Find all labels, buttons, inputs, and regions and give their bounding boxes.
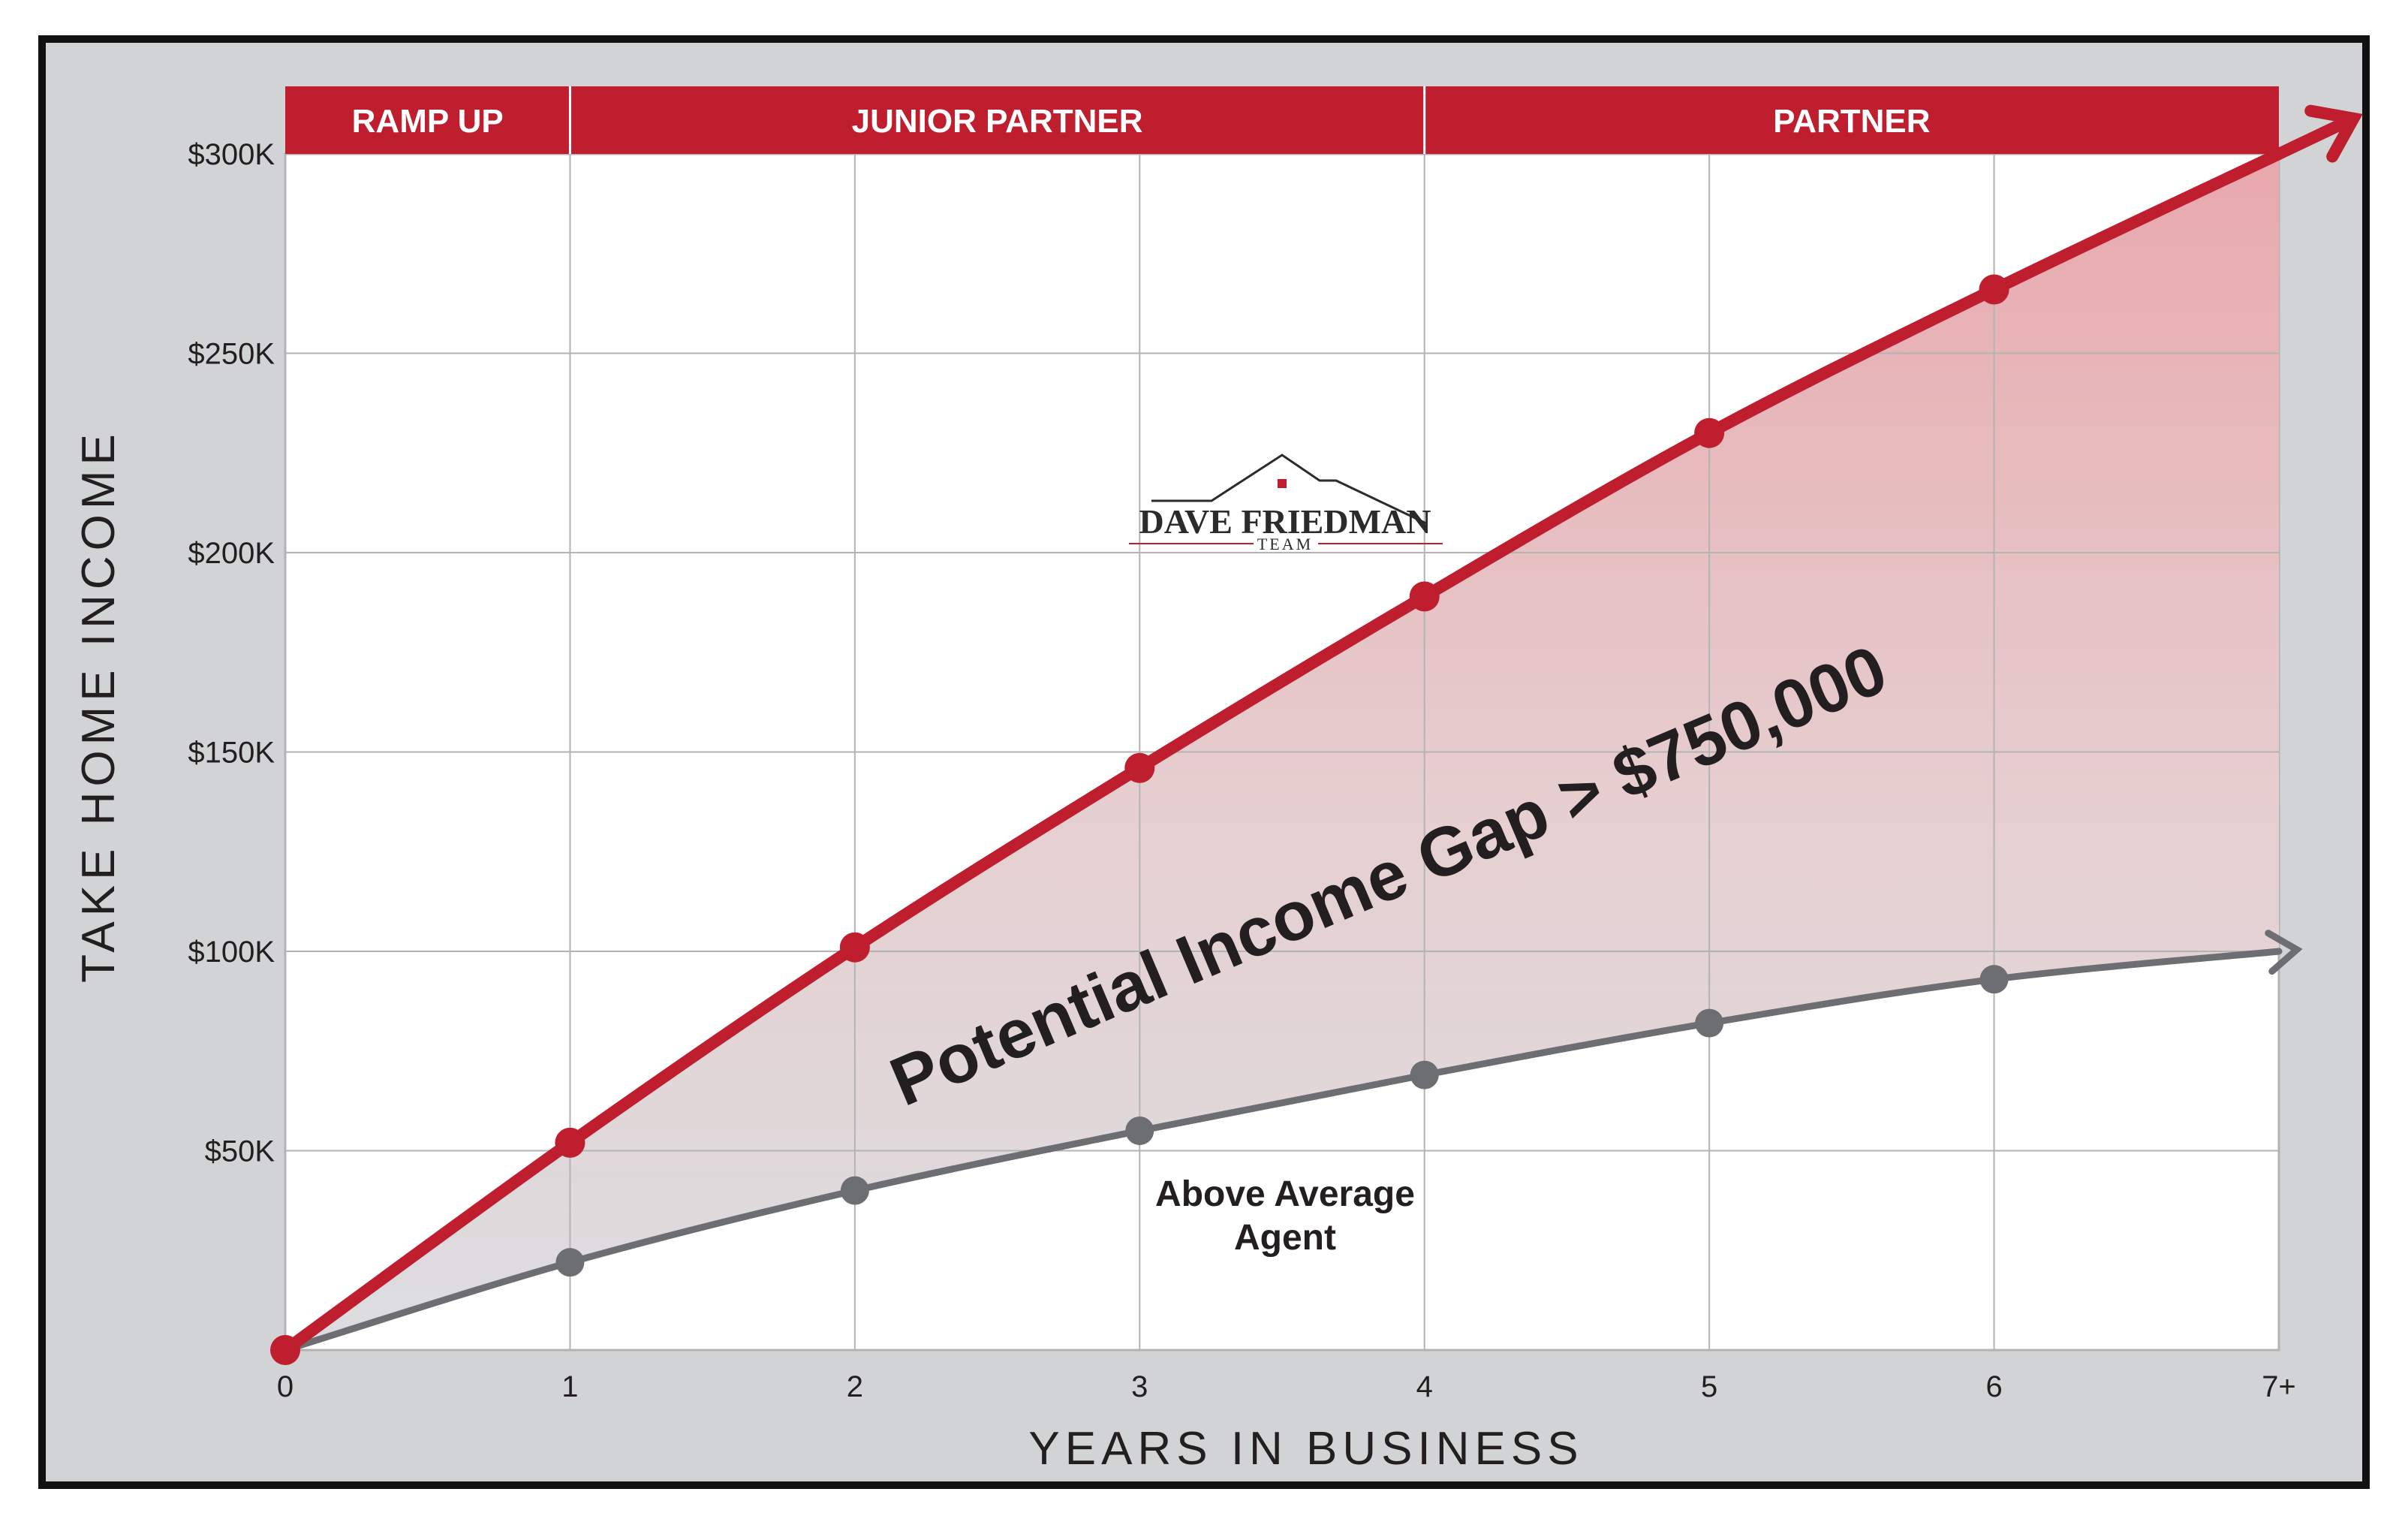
partner-series-arrow-shaft	[2273, 112, 2360, 160]
agent-series-point	[840, 1176, 869, 1205]
agent-label-line2: Agent	[1234, 1218, 1336, 1258]
logo-name: DAVE FRIEDMAN	[1139, 502, 1431, 541]
y-tick-label: $50K	[205, 1135, 275, 1168]
partner-series-point	[839, 932, 870, 963]
phase-label: RAMP UP	[352, 103, 504, 140]
agent-series-arrowhead	[2265, 930, 2303, 975]
phase-header: RAMP UP JUNIOR PARTNER PARTNER	[285, 86, 2279, 154]
x-tick-label: 0	[277, 1370, 293, 1403]
x-tick-label: 6	[1985, 1370, 2002, 1403]
x-tick-label: 4	[1416, 1370, 1433, 1403]
x-tick-label: 1	[561, 1370, 578, 1403]
x-tick-label: 7+	[2262, 1370, 2296, 1403]
y-tick-label: $250K	[188, 338, 275, 371]
y-tick-label: $300K	[188, 138, 275, 171]
partner-series-line	[279, 148, 2285, 1356]
y-axis-title: TAKE HOME INCOME	[73, 429, 125, 983]
agent-series	[271, 930, 2303, 1364]
tick-labels: 0 1 2 3 4 5 6 7+ $50K $100K $150K $200K $250K $300K	[188, 138, 2295, 1403]
phase-band	[570, 86, 1425, 154]
agent-label-line1: Above Average	[1155, 1174, 1415, 1214]
partner-series-point	[1979, 274, 2009, 305]
partner-series-point	[1694, 417, 1725, 448]
phase-label: JUNIOR PARTNER	[852, 103, 1143, 140]
x-tick-label: 5	[1701, 1370, 1717, 1403]
phase-band	[285, 86, 570, 154]
agent-series-point	[1125, 1116, 1154, 1145]
dave-friedman-team-logo: DAVE FRIEDMAN TEAM	[1129, 454, 1443, 553]
agent-series-point	[555, 1248, 585, 1277]
phase-band	[1424, 86, 2279, 154]
gridlines	[285, 153, 2279, 1350]
series-layer	[270, 104, 2363, 1365]
x-tick-label: 3	[1131, 1370, 1148, 1403]
agent-series-line	[281, 948, 2283, 1354]
partner-series-point	[555, 1127, 585, 1158]
house-roof-icon	[1151, 454, 1427, 525]
partner-series-point	[1409, 581, 1440, 612]
y-tick-label: $100K	[188, 936, 275, 969]
partner-series-point	[1124, 752, 1155, 783]
partner-series-point	[270, 1335, 300, 1365]
x-tick-label: 2	[847, 1370, 863, 1403]
logo-sub: TEAM	[1257, 535, 1313, 553]
house-window-icon	[1278, 479, 1287, 488]
agent-series-point	[1695, 1008, 1724, 1038]
partner-series	[270, 104, 2363, 1365]
y-tick-label: $150K	[188, 737, 275, 770]
y-tick-label: $200K	[188, 537, 275, 570]
phase-label: PARTNER	[1773, 103, 1930, 140]
x-axis-title: YEARS IN BUSINESS	[1028, 1423, 1583, 1475]
agent-series-point	[1979, 965, 2009, 994]
agent-series-point	[1410, 1060, 1439, 1089]
